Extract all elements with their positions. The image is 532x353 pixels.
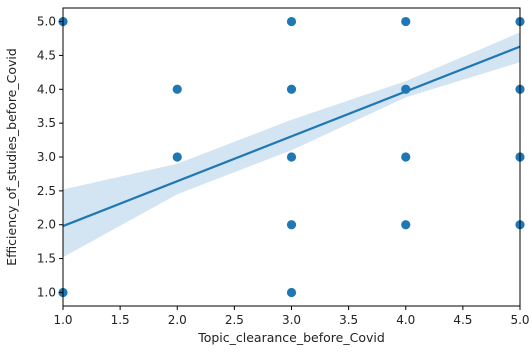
y-tick-label: 3.5 — [37, 116, 56, 130]
y-tick-label: 1.5 — [37, 252, 56, 266]
y-tick-label: 1.0 — [37, 285, 56, 299]
data-point — [286, 152, 297, 162]
data-point — [401, 152, 411, 162]
data-point — [401, 84, 411, 94]
x-tick-label: 1.0 — [53, 313, 72, 327]
regression-line-layer — [62, 45, 521, 228]
x-tick-label: 1.5 — [111, 313, 130, 327]
data-point — [172, 84, 182, 94]
y-tick-label: 4.0 — [37, 82, 56, 96]
data-point — [401, 16, 411, 27]
data-point — [172, 152, 182, 162]
data-points-layer — [58, 16, 525, 298]
x-tick-label: 2.5 — [225, 313, 244, 327]
data-point — [401, 220, 411, 230]
y-axis-label: Efficiency_of_studies_before_Covid — [4, 48, 19, 266]
data-point — [286, 287, 297, 298]
x-tick-label: 3.0 — [282, 313, 301, 327]
data-point — [286, 84, 297, 94]
data-point — [286, 220, 297, 230]
y-tick-label: 2.5 — [37, 184, 56, 198]
x-tick-label: 4.5 — [453, 313, 472, 327]
y-tick-label: 4.5 — [37, 48, 56, 62]
y-tick-label: 2.0 — [37, 218, 56, 232]
x-tick-label: 3.5 — [339, 313, 358, 327]
x-axis-ticks: 1.0 1.5 2.0 2.5 3.0 3.5 4.0 4.5 5.0 — [53, 306, 530, 327]
y-axis-ticks: 1.0 1.5 2.0 2.5 3.0 3.5 4.0 4.5 5.0 — [37, 15, 63, 299]
x-tick-label: 4.0 — [396, 313, 415, 327]
y-tick-label: 3.0 — [37, 150, 56, 164]
y-tick-label: 5.0 — [37, 15, 56, 29]
x-tick-label: 5.0 — [510, 313, 529, 327]
data-point — [286, 16, 297, 27]
x-axis-label: Topic_clearance_before_Covid — [197, 330, 385, 345]
x-tick-label: 2.0 — [168, 313, 187, 327]
regression-line — [62, 45, 521, 228]
